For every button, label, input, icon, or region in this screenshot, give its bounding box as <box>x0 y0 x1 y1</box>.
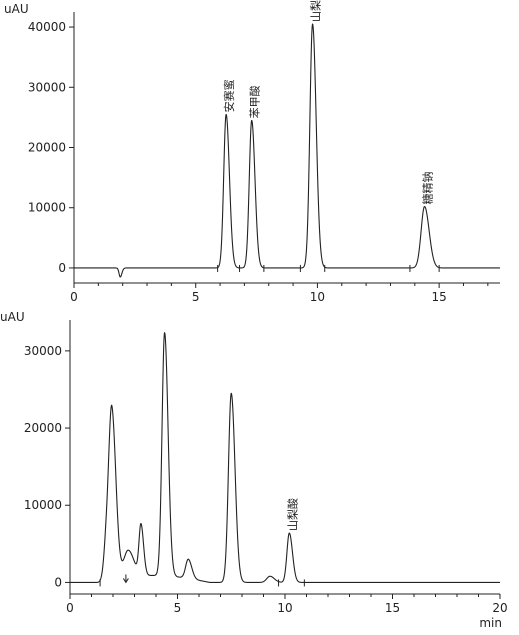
x-tick-label: 10 <box>310 290 325 304</box>
y-tick-label: 20000 <box>28 141 66 155</box>
peak-label: 苯甲酸 <box>248 85 262 118</box>
x-tick-label: 0 <box>66 601 74 615</box>
x-axis-unit: min <box>479 616 502 630</box>
chromatogram-panel-2: 0 10000 20000 30000 0 5 10 15 20 uAU min 山梨酸 <box>0 310 508 630</box>
x-tick-label: 15 <box>385 601 400 615</box>
injection-arrow-head <box>122 578 129 584</box>
peak-label: 山梨酸 <box>285 498 299 531</box>
y-tick-label: 0 <box>54 575 62 589</box>
y-tick-label: 40000 <box>28 20 66 34</box>
y-tick-label: 20000 <box>24 421 62 435</box>
y-axis-unit: uAU <box>4 2 29 16</box>
y-tick-label: 10000 <box>28 201 66 215</box>
y-tick-label: 0 <box>58 261 66 275</box>
y-tick-label: 30000 <box>28 80 66 94</box>
chromatogram-panel-1: 0 10000 20000 30000 40000 0 5 10 15 uAU 安赛蜜 苯甲酸 山梨酸糖… <box>4 0 501 304</box>
x-tick-label: 15 <box>432 290 447 304</box>
x-tick-label: 0 <box>70 290 78 304</box>
signal-trace <box>69 332 501 583</box>
x-tick-label: 5 <box>192 290 200 304</box>
x-tick-label: 5 <box>174 601 182 615</box>
peak-label: 山梨酸 <box>309 0 323 22</box>
peak-label: 糖精钠 <box>421 172 435 205</box>
y-tick-label: 30000 <box>24 344 62 358</box>
signal-trace <box>73 23 501 278</box>
y-tick-label: 10000 <box>24 498 62 512</box>
peak-label: 安赛蜜 <box>222 79 236 112</box>
x-tick-label: 20 <box>492 601 507 615</box>
y-axis-unit: uAU <box>0 310 25 324</box>
x-tick-label: 10 <box>277 601 292 615</box>
